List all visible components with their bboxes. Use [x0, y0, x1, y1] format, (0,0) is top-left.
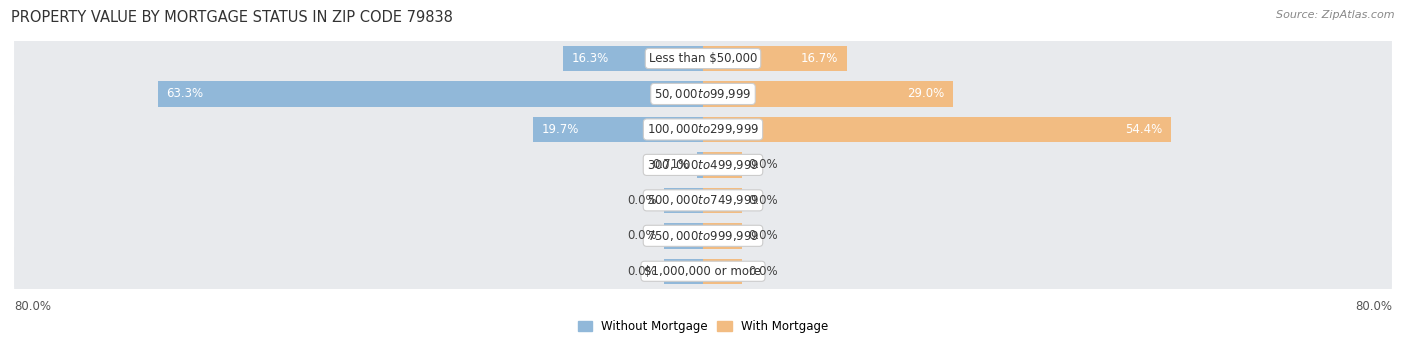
Text: 0.0%: 0.0%	[748, 158, 779, 171]
Text: 54.4%: 54.4%	[1126, 123, 1163, 136]
Text: $500,000 to $749,999: $500,000 to $749,999	[647, 193, 759, 207]
FancyBboxPatch shape	[14, 176, 1392, 222]
Bar	[664, 258, 703, 284]
Bar	[697, 152, 703, 178]
Bar	[703, 223, 742, 249]
Text: 0.0%: 0.0%	[627, 194, 658, 207]
Text: $1,000,000 or more: $1,000,000 or more	[644, 265, 762, 278]
Bar	[664, 188, 703, 213]
FancyBboxPatch shape	[14, 247, 1392, 293]
FancyBboxPatch shape	[14, 34, 1392, 80]
FancyBboxPatch shape	[14, 140, 1392, 187]
Text: Source: ZipAtlas.com: Source: ZipAtlas.com	[1277, 10, 1395, 20]
Text: 0.0%: 0.0%	[627, 265, 658, 278]
Text: PROPERTY VALUE BY MORTGAGE STATUS IN ZIP CODE 79838: PROPERTY VALUE BY MORTGAGE STATUS IN ZIP…	[11, 10, 453, 25]
FancyBboxPatch shape	[14, 69, 1392, 116]
Text: 0.0%: 0.0%	[748, 194, 779, 207]
Text: 0.0%: 0.0%	[627, 229, 658, 242]
Bar	[703, 46, 846, 71]
Bar	[703, 117, 1171, 142]
Legend: Without Mortgage, With Mortgage: Without Mortgage, With Mortgage	[574, 315, 832, 338]
FancyBboxPatch shape	[14, 211, 1392, 257]
Bar	[703, 258, 742, 284]
Bar	[562, 46, 703, 71]
Text: 63.3%: 63.3%	[166, 87, 204, 101]
Text: $750,000 to $999,999: $750,000 to $999,999	[647, 229, 759, 243]
Text: Less than $50,000: Less than $50,000	[648, 52, 758, 65]
Bar	[703, 81, 953, 107]
Bar	[703, 152, 742, 178]
Text: 19.7%: 19.7%	[541, 123, 579, 136]
Text: $300,000 to $499,999: $300,000 to $499,999	[647, 158, 759, 172]
Text: 29.0%: 29.0%	[907, 87, 945, 101]
FancyBboxPatch shape	[14, 105, 1392, 151]
Text: 0.71%: 0.71%	[652, 158, 690, 171]
Text: 80.0%: 80.0%	[1355, 300, 1392, 313]
Text: 0.0%: 0.0%	[748, 265, 779, 278]
Bar	[664, 223, 703, 249]
Text: $100,000 to $299,999: $100,000 to $299,999	[647, 122, 759, 136]
Text: 80.0%: 80.0%	[14, 300, 51, 313]
Text: 16.7%: 16.7%	[801, 52, 838, 65]
Text: 0.0%: 0.0%	[748, 229, 779, 242]
Bar	[703, 188, 742, 213]
Bar	[157, 81, 703, 107]
Text: $50,000 to $99,999: $50,000 to $99,999	[654, 87, 752, 101]
Text: 16.3%: 16.3%	[571, 52, 609, 65]
Bar	[533, 117, 703, 142]
